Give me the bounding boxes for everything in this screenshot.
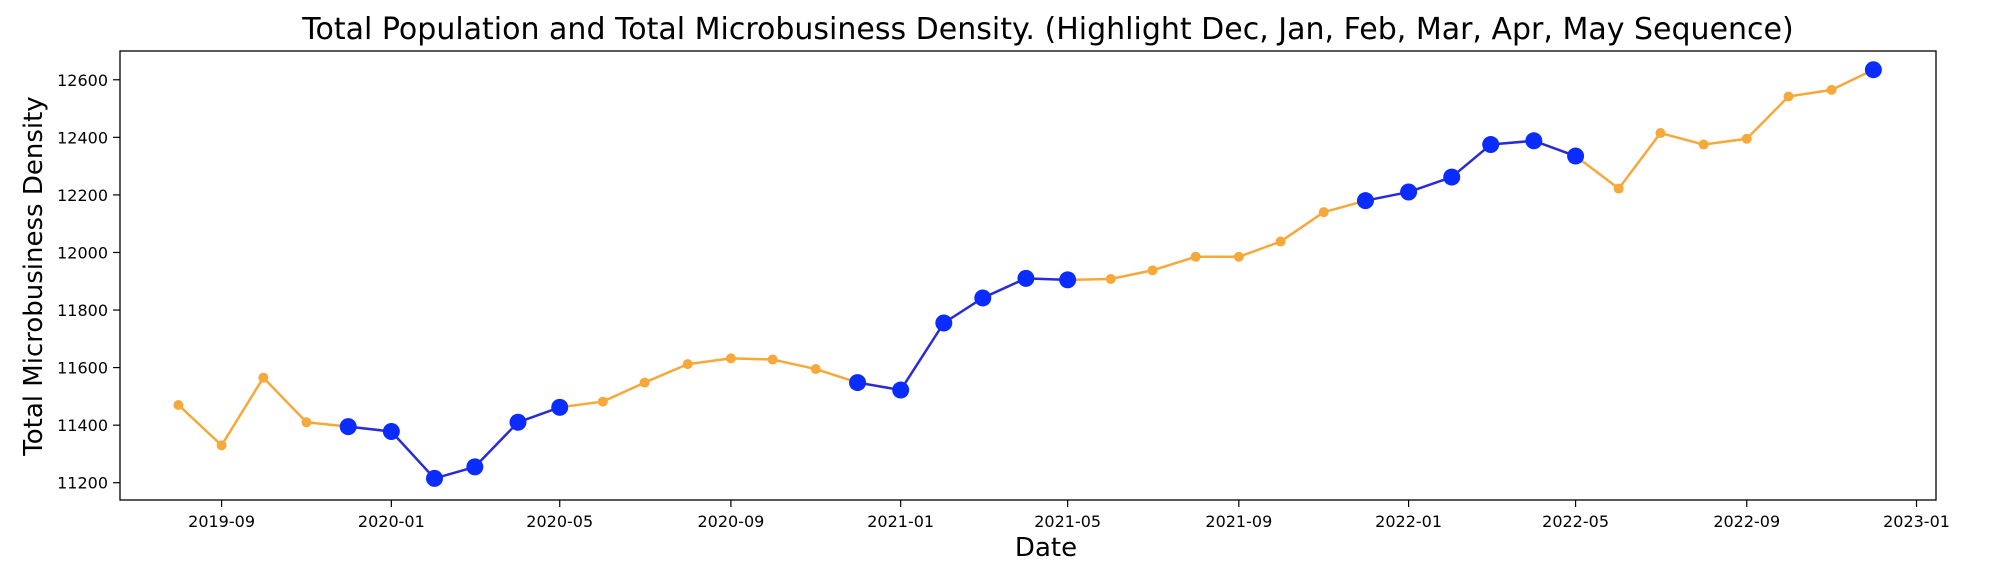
highlighted-data-point	[892, 381, 910, 399]
data-point	[725, 353, 736, 364]
x-tick-label: 2021-09	[1205, 512, 1272, 531]
highlighted-data-point	[1567, 147, 1585, 165]
x-tick-label: 2020-05	[526, 512, 593, 531]
y-tick-label: 12000	[57, 243, 108, 262]
x-tick-label: 2019-09	[188, 512, 255, 531]
line-segment	[1745, 95, 1790, 141]
line-segment	[1574, 154, 1620, 190]
line-segment	[1617, 131, 1662, 190]
data-point	[1233, 251, 1244, 262]
data-point	[1783, 91, 1794, 102]
line-segment	[262, 376, 308, 424]
highlighted-data-point	[466, 458, 484, 476]
data-point	[1105, 273, 1116, 284]
x-tick-label: 2022-01	[1375, 512, 1442, 531]
highlighted-data-point	[974, 289, 992, 307]
line-segment	[1279, 210, 1325, 243]
data-point	[216, 440, 227, 451]
x-tick-label: 2021-05	[1034, 512, 1101, 531]
highlighted-data-point	[849, 374, 867, 392]
line-segment	[1787, 88, 1833, 98]
highlighted-data-point	[1017, 269, 1035, 287]
data-point	[1318, 207, 1329, 218]
data-point	[258, 372, 269, 383]
highlighted-data-point	[551, 398, 569, 416]
data-points	[173, 61, 1882, 487]
highlighted-data-point	[1400, 183, 1418, 201]
y-tick-label: 11600	[57, 359, 108, 378]
data-point	[1613, 183, 1624, 194]
highlight-line-segment	[473, 421, 520, 469]
data-point	[301, 417, 312, 428]
data-point	[1741, 133, 1752, 144]
data-point	[1655, 128, 1666, 139]
y-tick-label: 12200	[57, 186, 108, 205]
data-point	[1275, 236, 1286, 247]
data-point	[1147, 265, 1158, 276]
x-axis-label: Date	[1015, 533, 1077, 563]
line-segment	[1237, 240, 1282, 259]
y-tick-label: 11800	[57, 301, 108, 320]
highlighted-data-point	[1356, 192, 1374, 210]
highlighted-data-point	[509, 413, 527, 431]
x-tick-label: 2022-05	[1542, 512, 1609, 531]
line-segment	[771, 358, 818, 371]
highlighted-data-point	[339, 418, 357, 436]
highlighted-data-point	[1443, 168, 1461, 186]
data-point	[1190, 251, 1201, 262]
line-segment	[1151, 255, 1197, 272]
data-point	[173, 400, 184, 411]
x-tick-label: 2020-09	[697, 512, 764, 531]
highlight-line-segment	[899, 321, 946, 392]
highlighted-data-point	[935, 314, 953, 332]
x-tick-label: 2020-01	[358, 512, 425, 531]
highlight-line-segment	[390, 430, 436, 480]
x-tick-label: 2022-09	[1713, 512, 1780, 531]
data-point	[1698, 139, 1709, 150]
line-segment	[601, 381, 646, 403]
y-axis-label: Total Microbusiness Density	[19, 96, 49, 456]
y-tick-label: 11400	[57, 416, 108, 435]
data-point	[810, 364, 821, 375]
y-tick-label: 12400	[57, 128, 108, 147]
highlighted-data-point	[425, 469, 443, 487]
x-tick-label: 2023-01	[1883, 512, 1950, 531]
line-segment	[686, 357, 733, 366]
line-segment	[220, 376, 265, 447]
data-point	[1826, 84, 1837, 95]
data-point	[639, 377, 650, 388]
line-segment	[1109, 269, 1154, 281]
highlighted-data-point	[382, 422, 400, 440]
chart-title: Total Population and Total Microbusiness…	[301, 12, 1793, 47]
data-point	[682, 359, 693, 370]
line-segment	[177, 403, 223, 447]
y-tick-label: 12600	[57, 71, 108, 90]
line-segment	[1659, 131, 1705, 146]
x-axis-ticks: 2019-09 2020-01 2020-05 2020-09 2021-01 2021-…	[188, 500, 1950, 531]
highlighted-data-point	[1864, 61, 1882, 79]
y-tick-label: 11200	[57, 474, 108, 493]
data-point	[767, 354, 778, 365]
y-axis-ticks: 11200 11400 11600 11800 12000 12200 12400 12600	[57, 71, 120, 493]
data-point	[597, 396, 608, 407]
highlighted-data-point	[1059, 271, 1077, 289]
line-segment	[1702, 137, 1748, 146]
highlighted-data-point	[1482, 136, 1500, 154]
line-segment	[729, 357, 774, 361]
line-segment	[643, 362, 690, 384]
highlighted-data-point	[1525, 132, 1543, 150]
x-tick-label: 2021-01	[867, 512, 934, 531]
plot-area	[119, 50, 1937, 501]
